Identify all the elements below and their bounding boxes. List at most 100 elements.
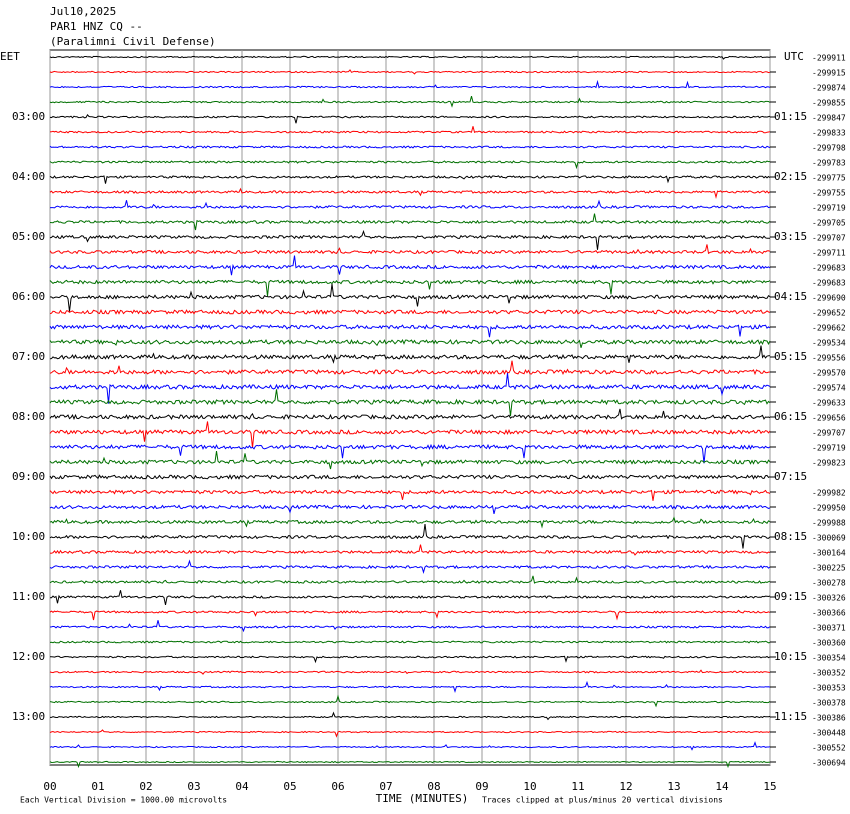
right-hour: 04:15 xyxy=(774,290,807,303)
offset-label: -300360 xyxy=(812,639,846,648)
trace xyxy=(50,505,770,514)
offset-label: -299570 xyxy=(812,369,846,378)
left-zone: EET xyxy=(0,50,20,63)
trace xyxy=(50,490,770,501)
offset-label: -299652 xyxy=(812,309,846,318)
trace xyxy=(50,696,770,706)
trace xyxy=(50,682,770,691)
left-hour: 03:00 xyxy=(12,110,45,123)
x-tick-label: 01 xyxy=(91,780,104,793)
offset-label: -299534 xyxy=(812,339,846,348)
offset-label: -299915 xyxy=(812,69,846,78)
offset-label: -300069 xyxy=(812,534,846,543)
trace xyxy=(50,284,770,312)
offset-label: -300552 xyxy=(812,744,846,753)
offset-label: -299719 xyxy=(812,204,846,213)
trace xyxy=(50,409,770,419)
offset-label: -299950 xyxy=(812,504,846,513)
offset-label: -299707 xyxy=(812,234,846,243)
offset-label: -299633 xyxy=(812,399,846,408)
x-tick-label: 11 xyxy=(571,780,584,793)
trace xyxy=(50,161,770,168)
offset-label: -299833 xyxy=(812,129,846,138)
offset-label: -299690 xyxy=(812,294,846,303)
x-tick-label: 09 xyxy=(475,780,488,793)
x-label: TIME (MINUTES) xyxy=(376,792,469,805)
trace xyxy=(50,670,770,674)
x-tick-label: 14 xyxy=(715,780,729,793)
offset-label: -299982 xyxy=(812,489,846,498)
right-hour: 05:15 xyxy=(774,350,807,363)
trace xyxy=(50,200,770,208)
trace xyxy=(50,545,770,555)
offset-label: -300326 xyxy=(812,594,846,603)
trace xyxy=(50,641,770,643)
offset-label: -300371 xyxy=(812,624,846,633)
trace xyxy=(50,189,770,197)
left-hour: 06:00 xyxy=(12,290,45,303)
trace xyxy=(50,346,770,363)
x-tick-label: 08 xyxy=(427,780,440,793)
left-hour: 05:00 xyxy=(12,230,45,243)
scale-note: Each Vertical Division = 1000.00 microvo… xyxy=(20,796,227,805)
trace xyxy=(50,214,770,230)
x-tick-label: 07 xyxy=(379,780,392,793)
x-tick-label: 12 xyxy=(619,780,632,793)
offset-label: -300354 xyxy=(812,654,846,663)
right-hour: 10:15 xyxy=(774,650,807,663)
trace xyxy=(50,730,770,736)
right-hour: 06:15 xyxy=(774,410,807,423)
offset-label: -299783 xyxy=(812,159,846,168)
trace xyxy=(50,451,770,469)
right-hour: 11:15 xyxy=(774,710,807,723)
trace xyxy=(50,176,770,184)
trace xyxy=(50,656,770,662)
offset-label: -300694 xyxy=(812,759,846,768)
trace xyxy=(50,620,770,631)
offset-label: -300352 xyxy=(812,669,846,678)
offset-label: -299911 xyxy=(812,54,846,63)
trace xyxy=(50,126,770,133)
trace xyxy=(50,373,770,404)
trace xyxy=(50,361,770,374)
trace xyxy=(50,231,770,249)
offset-label: -299707 xyxy=(812,429,846,438)
x-tick-label: 00 xyxy=(43,780,56,793)
x-tick-label: 02 xyxy=(139,780,152,793)
offset-label: -300386 xyxy=(812,714,846,723)
x-tick-label: 03 xyxy=(187,780,200,793)
trace xyxy=(50,590,770,605)
date: Jul10,2025 xyxy=(50,5,116,18)
trace xyxy=(50,115,770,124)
site: (Paralimni Civil Defense) xyxy=(50,35,216,48)
offset-label: -300378 xyxy=(812,699,846,708)
right-hour: 09:15 xyxy=(774,590,807,603)
trace xyxy=(50,524,770,548)
trace xyxy=(50,96,770,106)
trace xyxy=(50,445,770,463)
offset-label: -299847 xyxy=(812,114,846,123)
right-hour: 07:15 xyxy=(774,470,807,483)
x-tick-label: 06 xyxy=(331,780,344,793)
offset-label: -299662 xyxy=(812,324,846,333)
trace xyxy=(50,82,770,88)
offset-label: -299656 xyxy=(812,414,846,423)
trace xyxy=(50,576,770,583)
right-hour: 01:15 xyxy=(774,110,807,123)
trace xyxy=(50,325,770,337)
trace xyxy=(50,310,770,314)
trace xyxy=(50,475,770,478)
x-tick-label: 10 xyxy=(523,780,536,793)
left-hour: 13:00 xyxy=(12,710,45,723)
left-hour: 09:00 xyxy=(12,470,45,483)
right-hour: 03:15 xyxy=(774,230,807,243)
offset-label: -299574 xyxy=(812,384,846,393)
offset-label: -299855 xyxy=(812,99,846,108)
offset-label: -299798 xyxy=(812,144,846,153)
offset-label: -299874 xyxy=(812,84,846,93)
trace xyxy=(50,761,770,766)
helicorder: Jul10,2025 PAR1 HNZ CQ -- (Paralimni Civ… xyxy=(0,0,850,814)
x-tick-label: 15 xyxy=(763,780,776,793)
trace xyxy=(50,713,770,720)
offset-label: -299775 xyxy=(812,174,846,183)
